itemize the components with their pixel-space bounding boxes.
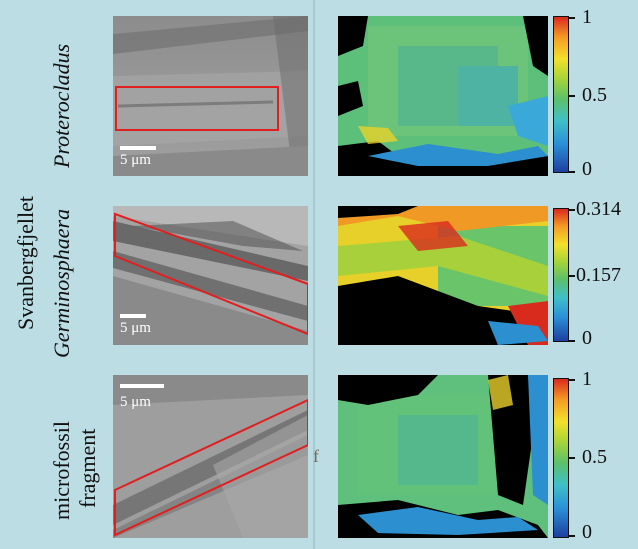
row2-tick-max xyxy=(569,209,575,211)
row1-scale-bar xyxy=(120,146,156,150)
row1-colorbar-max: 1 xyxy=(582,6,592,28)
row2-colorbar-mid: 0.157 xyxy=(576,264,621,286)
row1-roi-box xyxy=(115,86,279,131)
row2-colorbar-min: 0 xyxy=(582,327,592,349)
row1-heatmap xyxy=(338,16,548,176)
row2-colorbar-max: 0.314 xyxy=(576,198,621,220)
row2-heatmap xyxy=(338,206,548,345)
row2-microscope-image xyxy=(113,206,308,345)
row3-tick-mid xyxy=(569,457,575,459)
row1-scale-label: 5 μm xyxy=(120,152,151,168)
row3-colorbar-min: 0 xyxy=(582,521,592,543)
column-divider xyxy=(313,0,315,549)
row3-tick-min xyxy=(569,535,575,537)
row2-roi-outline xyxy=(114,212,308,336)
row3-roi-outline xyxy=(114,398,308,537)
row3-label-line1: microfossil xyxy=(49,421,74,520)
row3-scale-bar xyxy=(120,384,164,388)
row3-microscope-image xyxy=(113,375,308,538)
row1-colorbar xyxy=(553,16,569,173)
row2-tick-mid xyxy=(569,275,575,277)
row3-label-line2: fragment xyxy=(75,428,100,508)
row3-colorbar-max: 1 xyxy=(582,368,592,390)
row2-scale-bar xyxy=(120,314,146,318)
stray-panel-letter: f xyxy=(313,446,319,466)
row3-scale-label: 5 μm xyxy=(120,394,151,410)
row1-colorbar-min: 0 xyxy=(582,158,592,180)
row3-tick-max xyxy=(569,379,575,381)
row1-taxon-label: Proterocladus xyxy=(49,43,74,168)
row1-colorbar-mid: 0.5 xyxy=(582,84,607,106)
row2-taxon-label: Germinosphaera xyxy=(49,208,74,358)
row3-heatmap xyxy=(338,375,548,538)
row3-colorbar-mid: 0.5 xyxy=(582,446,607,468)
row2-tick-min xyxy=(569,340,575,342)
row1-tick-min xyxy=(569,171,575,173)
row2-scale-label: 5 μm xyxy=(120,320,151,336)
row3-colorbar xyxy=(553,378,569,538)
row2-locality-label: Svanbergfjellet xyxy=(13,196,38,330)
row1-tick-mid xyxy=(569,95,575,97)
row2-colorbar xyxy=(553,208,569,342)
row1-tick-max xyxy=(569,17,575,19)
